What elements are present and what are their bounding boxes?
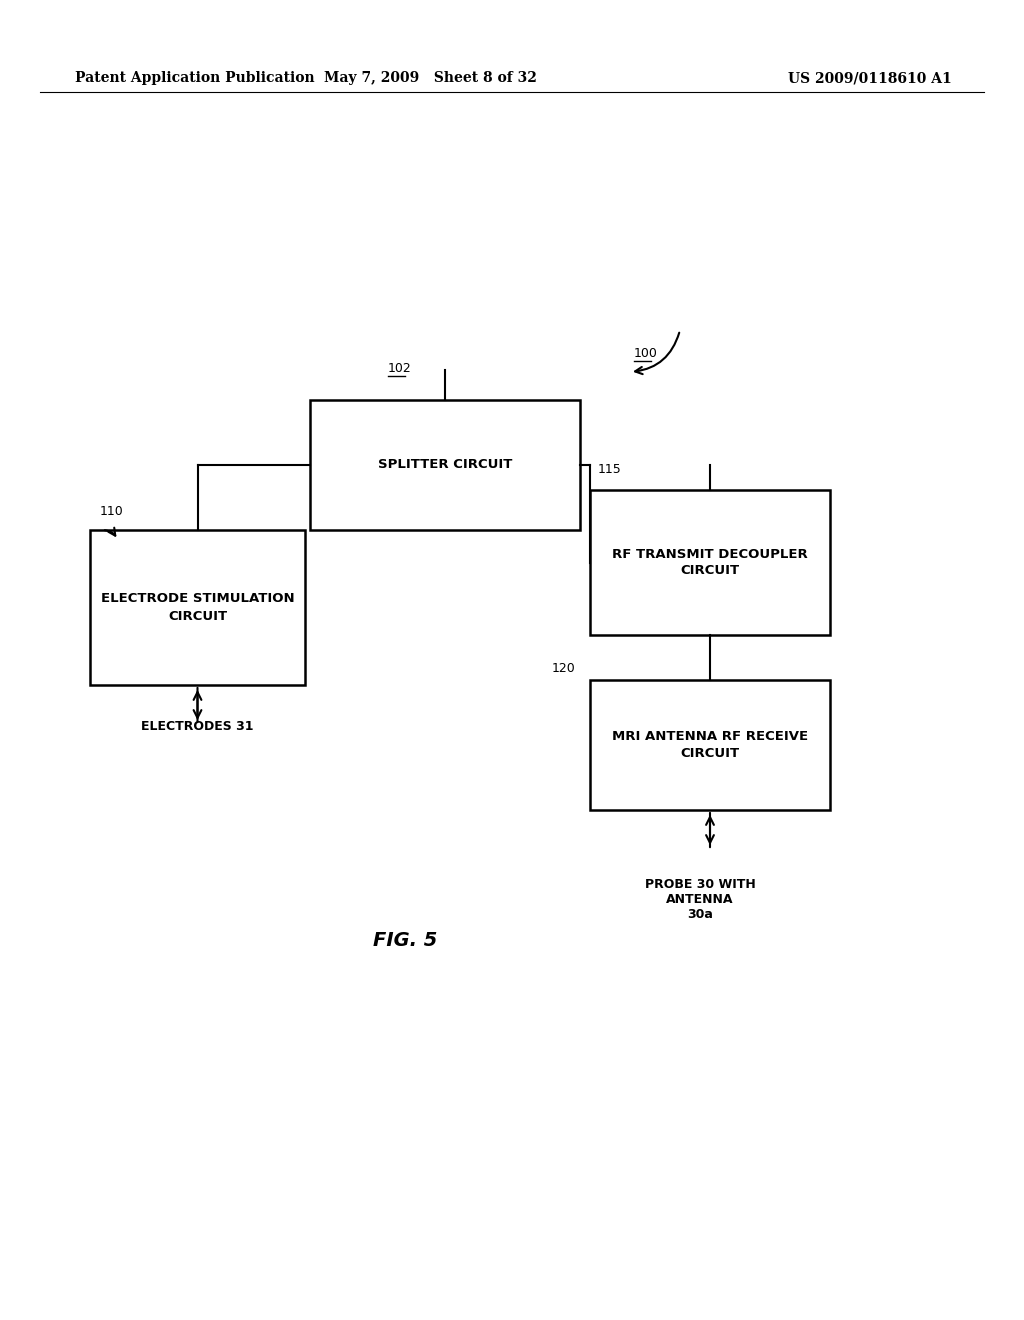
Text: PROBE 30 WITH
ANTENNA
30a: PROBE 30 WITH ANTENNA 30a — [645, 878, 756, 921]
Text: 100: 100 — [634, 347, 657, 360]
Text: 120: 120 — [552, 663, 575, 675]
Bar — [310, 400, 580, 531]
Text: US 2009/0118610 A1: US 2009/0118610 A1 — [788, 71, 952, 84]
Bar — [590, 490, 830, 635]
Text: ELECTRODE STIMULATION
CIRCUIT: ELECTRODE STIMULATION CIRCUIT — [100, 593, 294, 623]
Text: SPLITTER CIRCUIT: SPLITTER CIRCUIT — [378, 458, 512, 471]
Text: MRI ANTENNA RF RECEIVE
CIRCUIT: MRI ANTENNA RF RECEIVE CIRCUIT — [612, 730, 808, 760]
Text: May 7, 2009   Sheet 8 of 32: May 7, 2009 Sheet 8 of 32 — [324, 71, 537, 84]
Bar — [90, 531, 305, 685]
Text: RF TRANSMIT DECOUPLER
CIRCUIT: RF TRANSMIT DECOUPLER CIRCUIT — [612, 548, 808, 578]
Bar — [590, 680, 830, 810]
Text: 110: 110 — [100, 506, 124, 517]
Text: 115: 115 — [598, 463, 622, 477]
Text: 102: 102 — [388, 362, 412, 375]
Text: Patent Application Publication: Patent Application Publication — [75, 71, 314, 84]
Text: ELECTRODES 31: ELECTRODES 31 — [140, 719, 253, 733]
Text: FIG. 5: FIG. 5 — [373, 931, 437, 949]
